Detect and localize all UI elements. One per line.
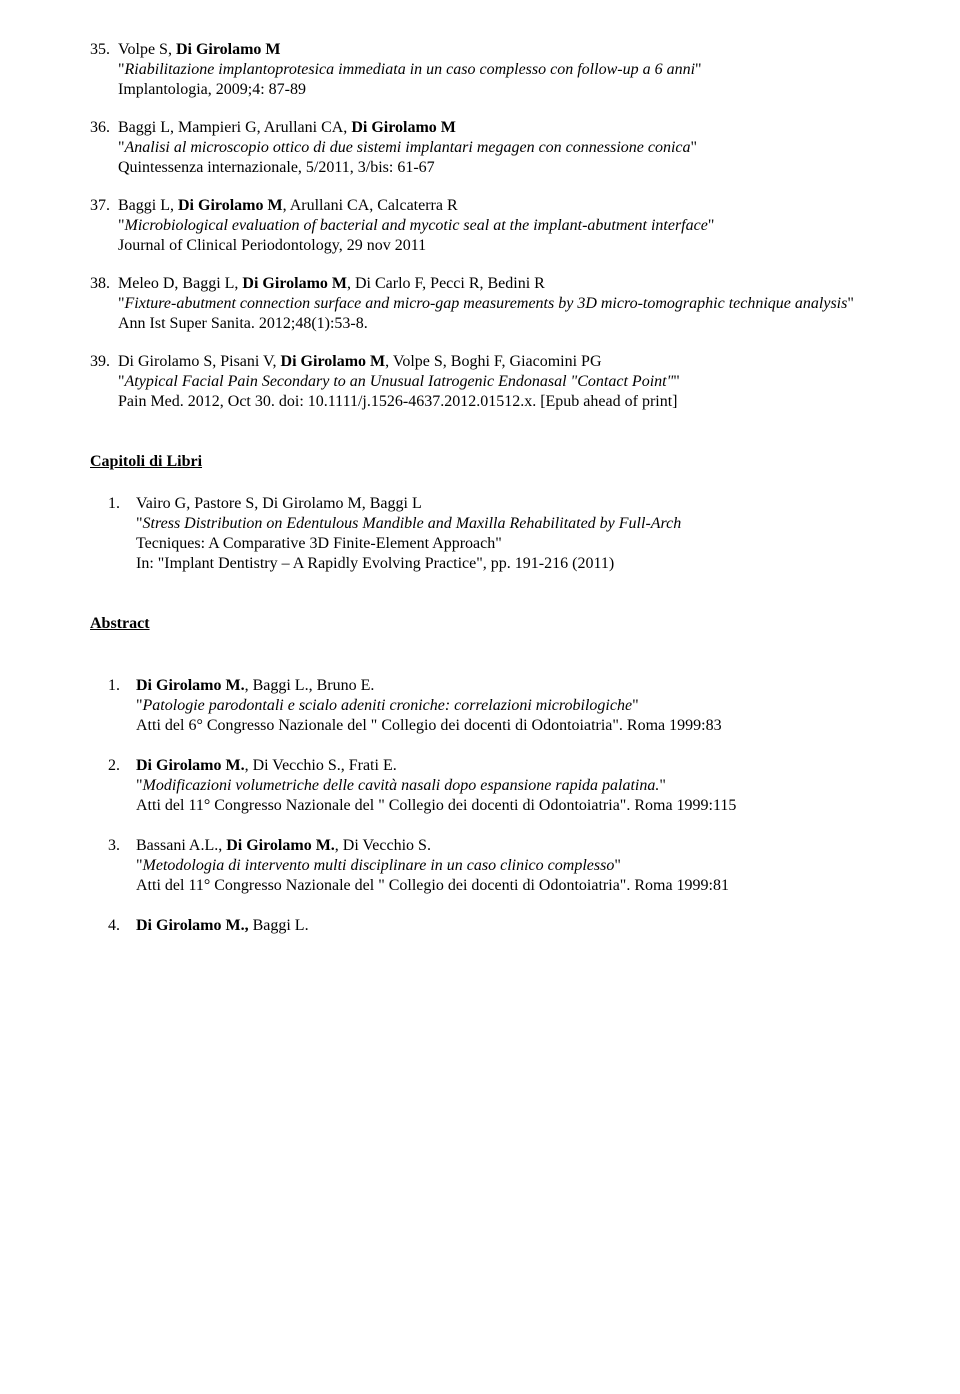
chapter-body: Vairo G, Pastore S, Di Girolamo M, Baggi…	[136, 494, 870, 574]
abstract-authors-bold: Di Girolamo M.	[136, 757, 245, 774]
ref-authors-bold: Di Girolamo M	[242, 275, 347, 292]
abstract-number: 2.	[108, 756, 136, 816]
ref-title: Fixture-abutment connection surface and …	[125, 295, 848, 312]
ref-authors-bold: Di Girolamo M	[176, 41, 281, 58]
quote-close: "	[673, 373, 680, 390]
quote-close: "	[614, 857, 621, 874]
quote-close: "	[691, 139, 698, 156]
quote-close: "	[847, 295, 854, 312]
ref-journal: Quintessenza internazionale, 5/2011, 3/b…	[118, 159, 435, 176]
section-title-abstract: Abstract	[90, 614, 870, 634]
abstract-authors-post: , Di Vecchio S., Frati E.	[245, 757, 397, 774]
chapter-journal: In: "Implant Dentistry – A Rapidly Evolv…	[136, 554, 614, 574]
chapter-subtitle: Tecniques: A Comparative 3D Finite-Eleme…	[136, 535, 502, 552]
ref-body: Volpe S, Di Girolamo M "Riabilitazione i…	[118, 40, 870, 100]
ref-number: 37.	[90, 196, 118, 256]
abstract-number: 3.	[108, 836, 136, 896]
chapter-item: 1. Vairo G, Pastore S, Di Girolamo M, Ba…	[108, 494, 870, 574]
abstract-authors-bold: Di Girolamo M.	[226, 837, 335, 854]
abstract-authors-post: , Di Vecchio S.	[335, 837, 431, 854]
abstract-authors-post: , Baggi L., Bruno E.	[245, 677, 375, 694]
abstract-body: Bassani A.L., Di Girolamo M., Di Vecchio…	[136, 836, 870, 896]
ref-body: Di Girolamo S, Pisani V, Di Girolamo M, …	[118, 352, 870, 412]
abstract-title: Modificazioni volumetriche delle cavità …	[143, 777, 660, 794]
abstract-authors-bold: Di Girolamo M.	[136, 677, 245, 694]
abstract-number: 4.	[108, 916, 136, 936]
reference-list: 35. Volpe S, Di Girolamo M "Riabilitazio…	[90, 40, 870, 412]
abstract-authors-post: Baggi L.	[249, 917, 309, 934]
chapter-title: Stress Distribution on Edentulous Mandib…	[143, 515, 682, 532]
chapter-authors: Vairo G, Pastore S, Di Girolamo M, Baggi…	[136, 495, 422, 512]
ref-journal: Implantologia, 2009;4: 87-89	[118, 81, 306, 98]
ref-title: Analisi al microscopio ottico di due sis…	[125, 139, 691, 156]
ref-authors-pre: Di Girolamo S, Pisani V,	[118, 353, 281, 370]
abstract-list: 1. Di Girolamo M., Baggi L., Bruno E. "P…	[108, 676, 870, 936]
abstract-authors-bold: Di Girolamo M.,	[136, 917, 249, 934]
abstract-number: 1.	[108, 676, 136, 736]
reference-item: 39. Di Girolamo S, Pisani V, Di Girolamo…	[90, 352, 870, 412]
ref-number: 35.	[90, 40, 118, 100]
reference-item: 36. Baggi L, Mampieri G, Arullani CA, Di…	[90, 118, 870, 178]
ref-authors-post: , Arullani CA, Calcaterra R	[283, 197, 458, 214]
abstract-body: Di Girolamo M., Baggi L., Bruno E. "Pato…	[136, 676, 870, 736]
section-title-chapters: Capitoli di Libri	[90, 452, 870, 472]
ref-authors-bold: Di Girolamo M	[281, 353, 386, 370]
abstract-journal: Atti del 6° Congresso Nazionale del " Co…	[136, 717, 722, 734]
ref-authors-pre: Baggi L, Mampieri G, Arullani CA,	[118, 119, 351, 136]
abstract-item: 4. Di Girolamo M., Baggi L.	[108, 916, 870, 936]
abstract-journal: Atti del 11° Congresso Nazionale del " C…	[136, 797, 736, 814]
ref-journal: Journal of Clinical Periodontology, 29 n…	[118, 237, 426, 254]
ref-title: Microbiological evaluation of bacterial …	[125, 217, 708, 234]
ref-title: Riabilitazione implantoprotesica immedia…	[125, 61, 695, 78]
ref-journal: Ann Ist Super Sanita. 2012;48(1):53-8.	[118, 315, 368, 332]
abstract-item: 3. Bassani A.L., Di Girolamo M., Di Vecc…	[108, 836, 870, 896]
abstract-authors-pre: Bassani A.L.,	[136, 837, 226, 854]
ref-authors-bold: Di Girolamo M	[351, 119, 456, 136]
reference-item: 38. Meleo D, Baggi L, Di Girolamo M, Di …	[90, 274, 870, 334]
ref-authors-post: , Di Carlo F, Pecci R, Bedini R	[347, 275, 545, 292]
ref-title: Atypical Facial Pain Secondary to an Unu…	[125, 373, 674, 390]
ref-journal: Pain Med. 2012, Oct 30. doi: 10.1111/j.1…	[118, 393, 677, 410]
ref-body: Meleo D, Baggi L, Di Girolamo M, Di Carl…	[118, 274, 870, 334]
ref-authors-pre: Volpe S,	[118, 41, 176, 58]
quote-close: "	[659, 777, 666, 794]
ref-number: 38.	[90, 274, 118, 334]
abstract-body: Di Girolamo M., Baggi L.	[136, 916, 870, 936]
ref-body: Baggi L, Mampieri G, Arullani CA, Di Gir…	[118, 118, 870, 178]
quote-close: "	[695, 61, 702, 78]
ref-authors-pre: Baggi L,	[118, 197, 178, 214]
abstract-title: Metodologia di intervento multi discipli…	[143, 857, 615, 874]
chapter-number: 1.	[108, 494, 136, 574]
ref-body: Baggi L, Di Girolamo M, Arullani CA, Cal…	[118, 196, 870, 256]
abstract-journal: Atti del 11° Congresso Nazionale del " C…	[136, 877, 729, 894]
abstract-body: Di Girolamo M., Di Vecchio S., Frati E. …	[136, 756, 870, 816]
quote-close: "	[708, 217, 715, 234]
ref-authors-pre: Meleo D, Baggi L,	[118, 275, 242, 292]
reference-item: 37. Baggi L, Di Girolamo M, Arullani CA,…	[90, 196, 870, 256]
reference-item: 35. Volpe S, Di Girolamo M "Riabilitazio…	[90, 40, 870, 100]
chapter-list: 1. Vairo G, Pastore S, Di Girolamo M, Ba…	[108, 494, 870, 574]
ref-authors-post: , Volpe S, Boghi F, Giacomini PG	[385, 353, 601, 370]
abstract-item: 2. Di Girolamo M., Di Vecchio S., Frati …	[108, 756, 870, 816]
ref-number: 39.	[90, 352, 118, 412]
abstract-title: Patologie parodontali e scialo adeniti c…	[143, 697, 633, 714]
abstract-item: 1. Di Girolamo M., Baggi L., Bruno E. "P…	[108, 676, 870, 736]
quote-close: "	[632, 697, 639, 714]
ref-number: 36.	[90, 118, 118, 178]
ref-authors-bold: Di Girolamo M	[178, 197, 283, 214]
